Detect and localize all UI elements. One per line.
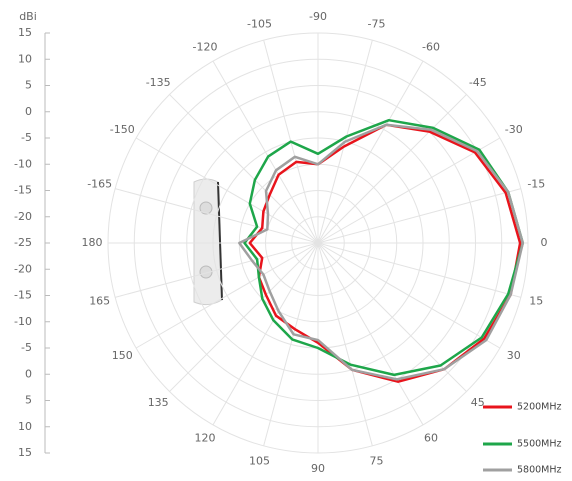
grid-spoke [317, 188, 521, 244]
grid-spoke [115, 188, 319, 244]
grid-spoke [212, 242, 319, 426]
angle-tick-label: 150 [112, 349, 133, 362]
grid-spoke [317, 137, 501, 244]
device-image [193, 178, 223, 306]
series-line [248, 123, 522, 383]
radial-tick-label: -5 [21, 341, 32, 354]
radial-tick-label: -10 [14, 157, 32, 170]
radial-tick-label: 10 [18, 52, 32, 65]
legend-label: 5200MHz [517, 402, 562, 413]
angle-tick-label: 105 [249, 454, 270, 467]
radial-tick-label: 15 [18, 446, 32, 459]
grid-spoke [263, 242, 319, 446]
angle-tick-label: -30 [505, 123, 523, 136]
angle-tick-label: -45 [469, 76, 487, 89]
grid-spoke [169, 242, 319, 392]
radial-tick-label: 5 [25, 394, 32, 407]
angle-tick-label: -75 [368, 18, 386, 31]
radial-tick-label: 0 [25, 367, 32, 380]
angle-tick-label: 165 [89, 294, 110, 307]
grid-spoke [317, 242, 424, 426]
radial-tick-label: -15 [14, 289, 32, 302]
grid-spoke [317, 60, 424, 244]
grid-spoke [317, 242, 467, 392]
radial-tick-label: 0 [25, 105, 32, 118]
device-knob [199, 201, 213, 215]
grid-spoke [317, 94, 467, 244]
grid-spoke [317, 242, 373, 446]
grid [107, 32, 529, 454]
angle-tick-label: -105 [247, 18, 272, 31]
grid-spoke [169, 94, 319, 244]
radial-axis-label: dBi [19, 10, 37, 23]
grid-spoke [135, 242, 319, 349]
radial-tick-label: -5 [21, 131, 32, 144]
radial-tick-label: -25 [14, 236, 32, 249]
angle-tick-label: 180 [82, 236, 103, 249]
grid-spoke [115, 242, 319, 298]
legend-label: 5500MHz [517, 439, 562, 450]
radial-tick-label: 5 [25, 79, 32, 92]
legend-label: 5800MHz [517, 465, 562, 476]
angle-tick-label: 15 [529, 294, 543, 307]
radial-tick-label: -10 [14, 315, 32, 328]
grid-spoke [212, 60, 319, 244]
radial-tick-label: 15 [18, 26, 32, 39]
angle-tick-label: -120 [193, 40, 218, 53]
radial-tick-label: -15 [14, 184, 32, 197]
angle-tick-label: -90 [309, 10, 327, 23]
grid-spoke [135, 137, 319, 244]
device-knob [199, 265, 213, 279]
radial-tick-label: 10 [18, 420, 32, 433]
series-line [238, 123, 525, 381]
radial-tick-label: -20 [14, 262, 32, 275]
device-edge [217, 181, 223, 301]
angle-tick-label: 30 [507, 349, 521, 362]
grid-spoke [317, 242, 521, 298]
angle-tick-label: -60 [422, 40, 440, 53]
angle-tick-label: 45 [471, 396, 485, 409]
radial-tick-label: -20 [14, 210, 32, 223]
angle-tick-label: 90 [311, 462, 325, 475]
angle-tick-label: 120 [195, 432, 216, 445]
angle-tick-label: 135 [148, 396, 169, 409]
grid-spoke [317, 242, 501, 349]
angle-tick-label: -165 [87, 178, 112, 191]
angle-tick-label: -15 [527, 178, 545, 191]
angle-tick-label: 75 [369, 454, 383, 467]
angle-tick-label: -150 [110, 123, 135, 136]
angle-tick-label: 0 [541, 236, 548, 249]
angle-tick-label: 60 [424, 432, 438, 445]
angle-tick-label: -135 [146, 76, 171, 89]
